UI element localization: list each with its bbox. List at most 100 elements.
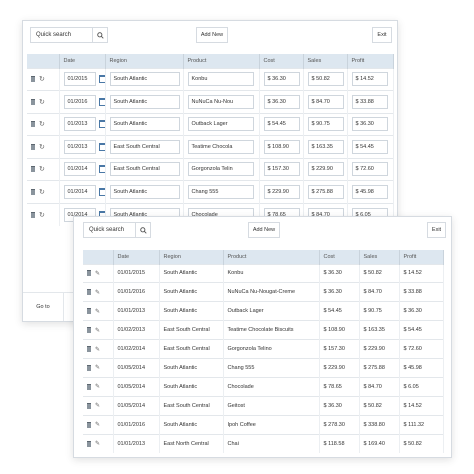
- trash-icon[interactable]: [87, 270, 91, 277]
- trash-icon[interactable]: [87, 327, 91, 334]
- date-input[interactable]: 01/2014: [63, 162, 96, 177]
- profit-input[interactable]: $ 45.98: [351, 184, 388, 199]
- product-input[interactable]: Chang 555: [187, 184, 254, 199]
- cost-input[interactable]: $ 229.90: [263, 184, 300, 199]
- search-icon[interactable]: [135, 223, 150, 237]
- trash-icon[interactable]: [87, 421, 91, 428]
- table-row[interactable]: ↻ 01/2014 East South Central Gorgonzola Tel…: [27, 157, 394, 181]
- trash-icon[interactable]: [87, 402, 91, 409]
- region-input[interactable]: South Atlantic: [109, 117, 180, 132]
- front-add-new-button[interactable]: Add New: [248, 222, 280, 238]
- trash-icon[interactable]: [87, 308, 91, 315]
- profit-header[interactable]: Profit: [399, 250, 444, 264]
- refresh-icon[interactable]: ↻: [39, 166, 45, 174]
- table-row[interactable]: ↻ 01/2015 South Atlantic Konbu $ 36.30 $ 50.8…: [27, 67, 394, 91]
- cost-input[interactable]: $ 157.30: [263, 162, 300, 177]
- refresh-icon[interactable]: ↻: [39, 188, 45, 196]
- date-input[interactable]: 01/2013: [63, 117, 96, 132]
- front-exit-button[interactable]: Exit: [427, 222, 446, 238]
- front-search-input[interactable]: Quick search: [83, 222, 151, 238]
- date-input[interactable]: 01/2013: [63, 139, 96, 154]
- trash-icon[interactable]: [31, 98, 35, 105]
- trash-icon[interactable]: [31, 188, 35, 195]
- table-row[interactable]: ↻ 01/2016 South Atlantic NuNuCa Nu-Nou $ 36.…: [27, 90, 394, 113]
- table-row[interactable]: ✎ 01/01/2016 South Atlantic Ipoh Coffee $ 27…: [83, 414, 444, 435]
- table-row[interactable]: ↻ 01/2013 South Atlantic Outback Lager $ 54.…: [27, 112, 394, 136]
- table-row[interactable]: ✎ 01/01/2013 East North Central Chai $ 118.5…: [83, 433, 444, 453]
- calendar-icon[interactable]: [98, 187, 104, 196]
- profit-input[interactable]: $ 33.88: [351, 94, 388, 109]
- refresh-icon[interactable]: ↻: [39, 76, 45, 84]
- date-input[interactable]: 01/2016: [63, 94, 96, 109]
- calendar-icon[interactable]: [98, 97, 104, 106]
- sales-input[interactable]: $ 163.35: [307, 139, 344, 154]
- table-row[interactable]: ✎ 01/01/2015 South Atlantic Konbu $ 36.30 $ 5…: [83, 263, 444, 283]
- table-row[interactable]: ✎ 01/05/2014 South Atlantic Chang 555 $ 229.…: [83, 357, 444, 378]
- region-input[interactable]: South Atlantic: [109, 94, 180, 109]
- sales-input[interactable]: $ 84.70: [307, 94, 344, 109]
- trash-icon[interactable]: [87, 289, 91, 296]
- product-header[interactable]: Product: [223, 250, 320, 264]
- refresh-icon[interactable]: ↻: [39, 121, 45, 129]
- table-row[interactable]: ✎ 01/02/2013 East South Central Teatime Cho…: [83, 320, 444, 340]
- trash-icon[interactable]: [87, 364, 91, 371]
- region-input[interactable]: South Atlantic: [109, 184, 180, 199]
- table-row[interactable]: ✎ 01/05/2014 South Atlantic Chocolade $ 78.6…: [83, 376, 444, 397]
- calendar-icon[interactable]: [98, 165, 104, 174]
- cost-input[interactable]: $ 36.30: [263, 72, 300, 87]
- profit-input[interactable]: $ 54.45: [351, 139, 388, 154]
- cost-header[interactable]: Cost: [259, 54, 304, 68]
- trash-icon[interactable]: [31, 211, 35, 218]
- trash-icon[interactable]: [87, 383, 91, 390]
- calendar-icon[interactable]: [98, 120, 104, 129]
- sales-input[interactable]: $ 90.75: [307, 117, 344, 132]
- sales-input[interactable]: $ 50.82: [307, 72, 344, 87]
- back-exit-button[interactable]: Exit: [372, 27, 392, 43]
- profit-input[interactable]: $ 36.30: [351, 117, 388, 132]
- pencil-icon[interactable]: ✎: [95, 289, 101, 296]
- pencil-icon[interactable]: ✎: [95, 365, 101, 372]
- pencil-icon[interactable]: ✎: [95, 308, 101, 315]
- product-input[interactable]: Teatime Chocola: [187, 139, 254, 154]
- region-input[interactable]: East South Central: [109, 162, 180, 177]
- pencil-icon[interactable]: ✎: [95, 403, 101, 410]
- trash-icon[interactable]: [31, 166, 35, 173]
- date-header[interactable]: Date: [59, 54, 106, 68]
- table-row[interactable]: ✎ 01/05/2014 East South Central Geitost $ 36…: [83, 395, 444, 416]
- sales-header[interactable]: Sales: [303, 54, 348, 68]
- refresh-icon[interactable]: ↻: [39, 211, 45, 219]
- table-row[interactable]: ↻ 01/2014 South Atlantic Chang 555 $ 229.90 $…: [27, 180, 394, 203]
- pencil-icon[interactable]: ✎: [95, 270, 101, 277]
- pencil-icon[interactable]: ✎: [95, 346, 101, 353]
- pencil-icon[interactable]: ✎: [95, 327, 101, 334]
- region-header[interactable]: Region: [105, 54, 184, 68]
- search-icon[interactable]: [92, 28, 107, 42]
- region-input[interactable]: East South Central: [109, 139, 180, 154]
- sales-input[interactable]: $ 229.90: [307, 162, 344, 177]
- trash-icon[interactable]: [31, 143, 35, 150]
- table-row[interactable]: ✎ 01/02/2014 East South Central Gorgonzola …: [83, 339, 444, 359]
- refresh-icon[interactable]: ↻: [39, 98, 45, 106]
- cost-input[interactable]: $ 36.30: [263, 94, 300, 109]
- product-input[interactable]: NuNuCa Nu-Nou: [187, 94, 254, 109]
- product-header[interactable]: Product: [183, 54, 260, 68]
- sales-header[interactable]: Sales: [359, 250, 400, 264]
- goto-button[interactable]: Go to: [23, 293, 64, 321]
- cost-header[interactable]: Cost: [319, 250, 360, 264]
- trash-icon[interactable]: [87, 440, 91, 447]
- calendar-icon[interactable]: [98, 75, 104, 84]
- product-input[interactable]: Gorgonzola Telin: [187, 162, 254, 177]
- date-header[interactable]: Date: [113, 250, 160, 264]
- pencil-icon[interactable]: ✎: [95, 384, 101, 391]
- trash-icon[interactable]: [31, 76, 35, 83]
- profit-input[interactable]: $ 14.52: [351, 72, 388, 87]
- calendar-icon[interactable]: [98, 142, 104, 151]
- cost-input[interactable]: $ 54.45: [263, 117, 300, 132]
- date-input[interactable]: 01/2014: [63, 184, 96, 199]
- table-row[interactable]: ✎ 01/01/2013 South Atlantic Outback Lager $ …: [83, 301, 444, 321]
- pencil-icon[interactable]: ✎: [95, 422, 101, 429]
- product-input[interactable]: Konbu: [187, 72, 254, 87]
- profit-input[interactable]: $ 72.60: [351, 162, 388, 177]
- trash-icon[interactable]: [87, 346, 91, 352]
- region-header[interactable]: Region: [159, 250, 224, 264]
